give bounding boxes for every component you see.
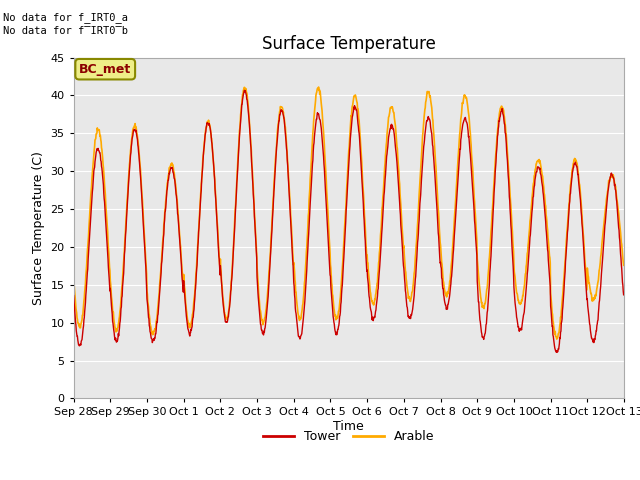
Tower	[179, 280, 186, 286]
Tower	[435, 230, 442, 236]
Tower	[620, 292, 627, 298]
Text: BC_met: BC_met	[79, 63, 131, 76]
Arable	[315, 84, 323, 90]
Arable	[620, 263, 627, 268]
Legend: Tower, Arable: Tower, Arable	[258, 425, 440, 448]
X-axis label: Time: Time	[333, 420, 364, 433]
Tower	[70, 293, 77, 299]
Tower	[254, 288, 262, 293]
Title: Surface Temperature: Surface Temperature	[262, 35, 436, 53]
Y-axis label: Surface Temperature (C): Surface Temperature (C)	[32, 151, 45, 305]
Arable	[555, 330, 563, 336]
Tower	[241, 87, 248, 93]
Line: Tower: Tower	[74, 90, 623, 352]
Arable	[435, 206, 442, 212]
Line: Arable: Arable	[74, 87, 623, 339]
Tower	[552, 349, 560, 355]
Arable	[553, 336, 561, 342]
Text: No data for f̅IRT0̅b: No data for f̅IRT0̅b	[3, 26, 128, 36]
Text: No data for f_IRT0_a: No data for f_IRT0_a	[3, 12, 128, 23]
Arable	[179, 271, 186, 277]
Tower	[555, 344, 563, 349]
Arable	[192, 271, 200, 276]
Tower	[192, 278, 200, 284]
Tower	[506, 207, 514, 213]
Arable	[506, 191, 514, 196]
Arable	[70, 275, 77, 280]
Arable	[253, 271, 261, 277]
